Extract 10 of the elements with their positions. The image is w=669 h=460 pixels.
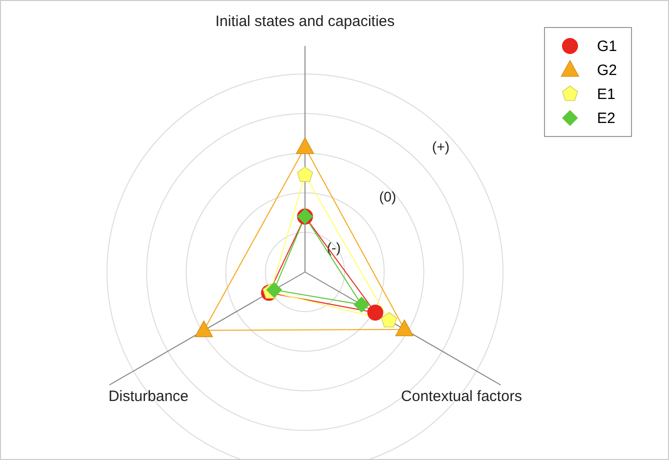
- legend-label: G2: [596, 62, 617, 78]
- spoke-label: Disturbance: [108, 388, 189, 405]
- legend-label: E2: [596, 110, 616, 126]
- spoke-label: Initial states and capacities: [215, 12, 395, 30]
- spoke-label: Contextual factors: [401, 388, 522, 405]
- legend-label: G1: [596, 38, 617, 54]
- text: (+): [432, 138, 450, 155]
- text: (0): [379, 188, 396, 205]
- text: (-): [326, 239, 341, 256]
- legend-label: E1: [596, 86, 616, 102]
